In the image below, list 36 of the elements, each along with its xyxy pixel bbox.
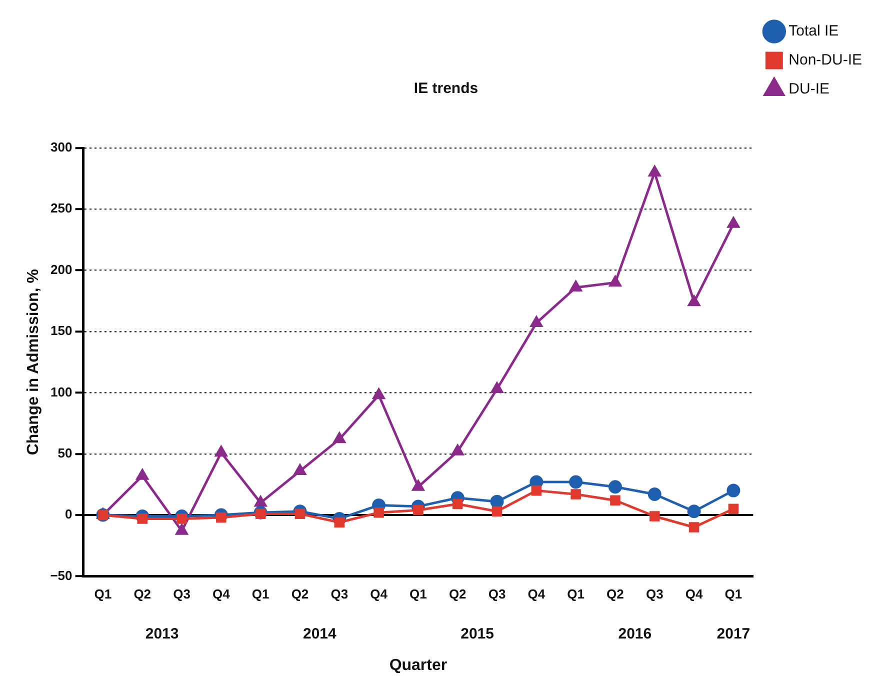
y-tick-label: −50: [50, 568, 72, 583]
x-tick-label: Q4: [528, 586, 546, 602]
x-tick-label: Q4: [685, 586, 704, 602]
y-tick-label: 0: [65, 506, 72, 522]
x-tick-label: Q2: [134, 586, 152, 602]
x-tick-label: Q1: [567, 586, 584, 602]
text: 2017: [716, 625, 750, 642]
text: 2015: [460, 625, 494, 642]
y-tick-label: 200: [50, 262, 72, 277]
text: 2014: [303, 625, 338, 642]
x-tick-label: Q1: [94, 586, 112, 602]
x-tick-label: Q3: [330, 586, 348, 602]
text: 2013: [145, 625, 179, 642]
y-tick-label: 150: [50, 323, 72, 338]
y-tick-label: 100: [50, 384, 72, 400]
chart-title: IE trends: [414, 80, 478, 98]
legend-label: Non-DU-IE: [788, 52, 862, 69]
x-tick-label: Q3: [488, 586, 506, 602]
y-tick-label: 250: [50, 200, 72, 216]
x-tick-label: Q1: [410, 586, 427, 602]
text: 2016: [618, 625, 652, 642]
x-tick-label: Q3: [646, 586, 664, 602]
y-axis-title: Change in Admission, %: [25, 269, 42, 456]
x-tick-label: Q3: [173, 586, 190, 602]
legend-label: DU-IE: [788, 80, 830, 98]
x-tick-label: Q2: [448, 586, 466, 602]
legend-label: Total IE: [788, 22, 839, 40]
x-tick-label: Q1: [252, 586, 270, 602]
x-tick-label: Q4: [370, 586, 388, 602]
x-tick-label: Q2: [291, 586, 309, 602]
y-tick-label: 50: [58, 445, 72, 460]
x-tick-label: Q2: [606, 586, 624, 602]
y-tick-label: 300: [50, 140, 72, 155]
x-axis-title: Quarter: [389, 656, 448, 674]
x-tick-label: Q4: [212, 586, 231, 602]
x-tick-label: Q1: [724, 586, 742, 602]
